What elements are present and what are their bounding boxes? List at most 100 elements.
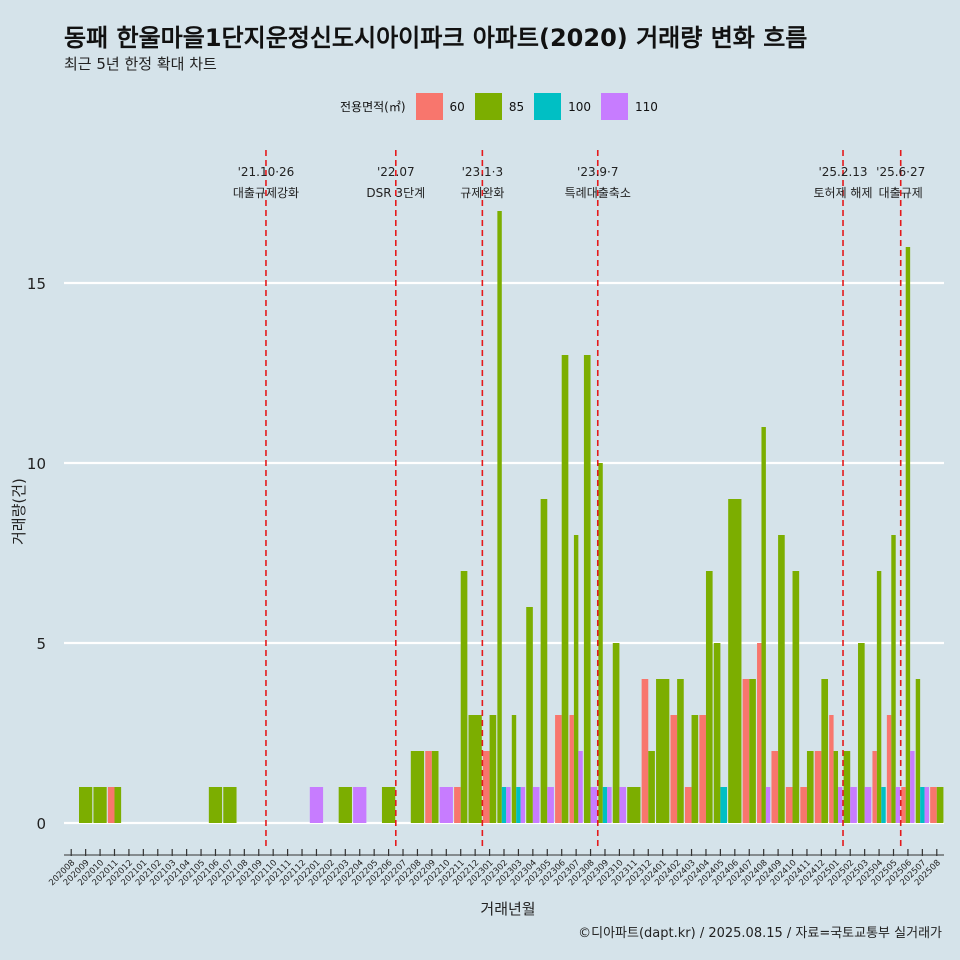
x-axis-label: 거래년월 bbox=[480, 900, 536, 918]
legend-item-100: 100 bbox=[534, 93, 591, 120]
bar-60-202407 bbox=[742, 679, 750, 823]
bar-100-202504 bbox=[881, 787, 886, 823]
bar-110-202408 bbox=[765, 787, 771, 823]
legend-swatch bbox=[415, 93, 443, 120]
bar-85-202209 bbox=[431, 751, 439, 823]
event-label: DSR 3단계 bbox=[366, 186, 425, 200]
bar-110-202201 bbox=[309, 787, 324, 823]
bar-85-202506 bbox=[905, 247, 911, 823]
y-tick-label: 15 bbox=[27, 275, 46, 293]
chart-subtitle: 최근 5년 한정 확대 차트 bbox=[64, 55, 217, 73]
bar-100-202303 bbox=[516, 787, 521, 823]
bar-110-202210 bbox=[439, 787, 453, 823]
event-label: 토허제 해제 bbox=[814, 186, 873, 200]
event-label: 대출규제 bbox=[879, 186, 923, 200]
bar-60-202011 bbox=[107, 787, 115, 823]
bar-85-202311 bbox=[627, 787, 641, 823]
bar-85-202412 bbox=[821, 679, 829, 823]
event-label: 특례대출축소 bbox=[565, 186, 631, 200]
bar-85-202309 bbox=[598, 463, 603, 823]
bar-60-202211 bbox=[454, 787, 461, 823]
bar-110-202501 bbox=[838, 787, 843, 823]
bar-110-202304 bbox=[532, 787, 540, 823]
bar-110-202302 bbox=[506, 787, 511, 823]
bar-60-202506 bbox=[901, 787, 906, 823]
bar-85-202011 bbox=[114, 787, 122, 823]
event-date-label: '23.1·3 bbox=[462, 165, 503, 179]
bar-100-202302 bbox=[501, 787, 507, 823]
legend-swatch bbox=[534, 93, 562, 120]
bar-85-202507 bbox=[915, 679, 921, 823]
bar-60-202409 bbox=[771, 751, 779, 823]
legend-label: 85 bbox=[508, 99, 525, 114]
bar-60-202501 bbox=[829, 715, 834, 823]
bar-85-202211 bbox=[460, 571, 468, 823]
bar-85-202107 bbox=[223, 787, 237, 823]
bar-85-202009 bbox=[79, 787, 93, 823]
bar-85-202401 bbox=[656, 679, 670, 823]
bar-110-202305 bbox=[547, 787, 554, 823]
bar-85-202305 bbox=[540, 499, 548, 823]
bar-60-202403 bbox=[684, 787, 692, 823]
bar-85-202310 bbox=[612, 643, 620, 823]
bar-85-202312 bbox=[648, 751, 655, 823]
bar-60-202301 bbox=[482, 751, 490, 823]
bar-60-202505 bbox=[886, 715, 892, 823]
bar-85-202411 bbox=[806, 751, 814, 823]
legend: 전용면적(㎡) 60 85 100 110 bbox=[340, 93, 668, 120]
bar-85-202503 bbox=[858, 643, 865, 823]
event-date-label: '25.2.13 bbox=[818, 165, 867, 179]
bar-110-202310 bbox=[619, 787, 627, 823]
bar-110-202506 bbox=[910, 751, 915, 823]
y-tick-label: 0 bbox=[36, 815, 46, 833]
bar-85-202407 bbox=[749, 679, 756, 823]
legend-label: 110 bbox=[635, 99, 658, 114]
bar-60-202306 bbox=[555, 715, 562, 823]
bar-110-202507 bbox=[924, 787, 929, 823]
bar-110-202505 bbox=[895, 787, 901, 823]
y-tick-label: 10 bbox=[27, 455, 46, 473]
event-label: 규제완화 bbox=[460, 186, 504, 200]
legend-label: 100 bbox=[568, 99, 591, 114]
bar-85-202505 bbox=[891, 535, 896, 823]
bar-60-202402 bbox=[670, 715, 678, 823]
bar-85-202409 bbox=[778, 535, 785, 823]
legend-swatch bbox=[474, 93, 502, 120]
bar-85-202405 bbox=[713, 643, 721, 823]
event-date-label: '23.9·7 bbox=[577, 165, 618, 179]
bar-100-202309 bbox=[602, 787, 608, 823]
event-date-label: '25.6·27 bbox=[876, 165, 925, 179]
bar-85-202206 bbox=[381, 787, 396, 823]
bar-85-202508 bbox=[936, 787, 944, 823]
bar-60-202408 bbox=[757, 643, 762, 823]
bar-85-202502 bbox=[843, 751, 851, 823]
legend-swatch bbox=[601, 93, 628, 120]
event-date-label: '22.07 bbox=[377, 165, 415, 179]
bar-60-202404 bbox=[699, 715, 706, 823]
legend-label: 60 bbox=[449, 99, 465, 114]
bar-85-202208 bbox=[410, 751, 425, 823]
bar-85-202402 bbox=[677, 679, 684, 823]
legend-item-110: 110 bbox=[601, 93, 658, 120]
legend-item-85: 85 bbox=[474, 93, 525, 120]
legend-item-60: 60 bbox=[415, 93, 465, 120]
bar-85-202304 bbox=[526, 607, 533, 823]
bar-110-202204 bbox=[353, 787, 367, 823]
bar-85-202301 bbox=[489, 715, 497, 823]
bar-85-202404 bbox=[705, 571, 713, 823]
bar-85-202203 bbox=[338, 787, 352, 823]
bar-60-202508 bbox=[930, 787, 937, 823]
bar-60-202209 bbox=[425, 751, 432, 823]
bar-60-202410 bbox=[785, 787, 793, 823]
event-label: 대출규제강화 bbox=[233, 186, 299, 200]
bar-110-202309 bbox=[607, 787, 612, 823]
bar-85-202504 bbox=[876, 571, 882, 823]
bar-60-202312 bbox=[641, 679, 649, 823]
bar-85-202306 bbox=[561, 355, 569, 823]
bar-110-202303 bbox=[520, 787, 526, 823]
bar-85-202410 bbox=[792, 571, 800, 823]
bar-60-202412 bbox=[814, 751, 822, 823]
bar-110-202502 bbox=[850, 787, 857, 823]
event-date-label: '21.10·26 bbox=[238, 165, 295, 179]
bar-85-202106 bbox=[208, 787, 223, 823]
